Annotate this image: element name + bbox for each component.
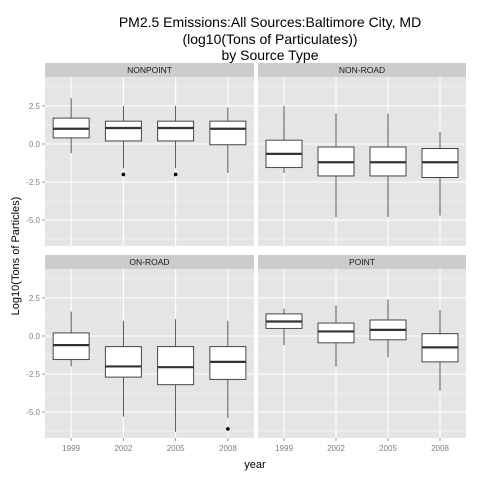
box-2002 (317, 305, 355, 367)
x-tick-label: 2002 (327, 444, 345, 453)
outlier-point (226, 427, 230, 431)
x-axis-label: year (244, 459, 266, 471)
x-tick-label: 2005 (379, 444, 397, 453)
box-1999 (265, 308, 303, 346)
box-2008 (421, 310, 459, 391)
chart-title-line-1: PM2.5 Emissions:All Sources:Baltimore Ci… (119, 14, 421, 30)
panel-background (45, 77, 254, 246)
x-tick-label: 1999 (62, 444, 80, 453)
box-iqr (52, 332, 90, 361)
y-tick-label: -5.0 (26, 408, 40, 417)
box-iqr (104, 346, 142, 378)
x-tick-label: 2002 (114, 444, 132, 453)
box-1999 (52, 311, 90, 367)
box-2008 (209, 107, 247, 173)
box-2008 (209, 320, 247, 431)
outlier-point (173, 172, 178, 177)
box-iqr (317, 322, 355, 344)
facet-strip (258, 255, 466, 269)
chart-title-line-3: by Source Type (221, 47, 318, 63)
box-2002 (104, 105, 142, 177)
box-iqr (104, 120, 142, 142)
y-tick-label: 2.5 (29, 102, 41, 111)
facet-on-road: ON-ROAD 2.5 0.0 -2.5 -5.0 1999 2002 2005 2008 (26, 255, 254, 453)
x-tick-label: 2008 (431, 444, 449, 453)
facet-strip (45, 63, 254, 77)
box-1999 (52, 98, 90, 154)
facet-strip-label: POINT (349, 257, 375, 267)
box-2002 (317, 113, 355, 218)
facet-strip (45, 255, 254, 269)
facet-strip (258, 63, 466, 77)
facet-strip-label: NONPOINT (127, 65, 172, 75)
box-iqr (209, 120, 247, 146)
y-tick-label: 0.0 (29, 140, 41, 149)
chart-title-line-2: (log10(Tons of Particulates)) (182, 31, 357, 47)
y-tick-label: 2.5 (29, 294, 41, 303)
box-2002 (104, 320, 142, 417)
outlier-point (121, 172, 126, 177)
facet-non-road: NON-ROAD (258, 63, 466, 246)
facet-strip-label: NON-ROAD (339, 65, 385, 75)
y-axis-label: Log10(Tons of Particles) (10, 197, 22, 316)
box-2005 (369, 299, 407, 358)
y-tick-label: -2.5 (26, 370, 40, 379)
box-2005 (157, 319, 195, 432)
box-2005 (157, 105, 195, 177)
y-tick-label: 0.0 (29, 332, 41, 341)
box-iqr (157, 120, 195, 142)
x-tick-label: 2005 (167, 444, 185, 453)
x-tick-label: 2008 (219, 444, 237, 453)
box-1999 (265, 105, 303, 173)
facet-panels: NONPOINT 2.5 0.0 -2.5 -5.0 NON-ROAD ON-ROAD 2.5… (26, 63, 466, 453)
facet-nonpoint: NONPOINT 2.5 0.0 -2.5 -5.0 (26, 63, 254, 246)
box-iqr (157, 346, 195, 386)
facet-strip-label: ON-ROAD (129, 257, 169, 267)
x-tick-label: 1999 (275, 444, 293, 453)
box-2005 (369, 113, 407, 218)
box-iqr (209, 346, 247, 380)
box-2008 (421, 131, 459, 216)
y-tick-label: -2.5 (26, 178, 40, 187)
y-tick-label: -5.0 (26, 216, 40, 225)
facet-point: POINT 1999 2002 2005 2008 (258, 255, 466, 453)
